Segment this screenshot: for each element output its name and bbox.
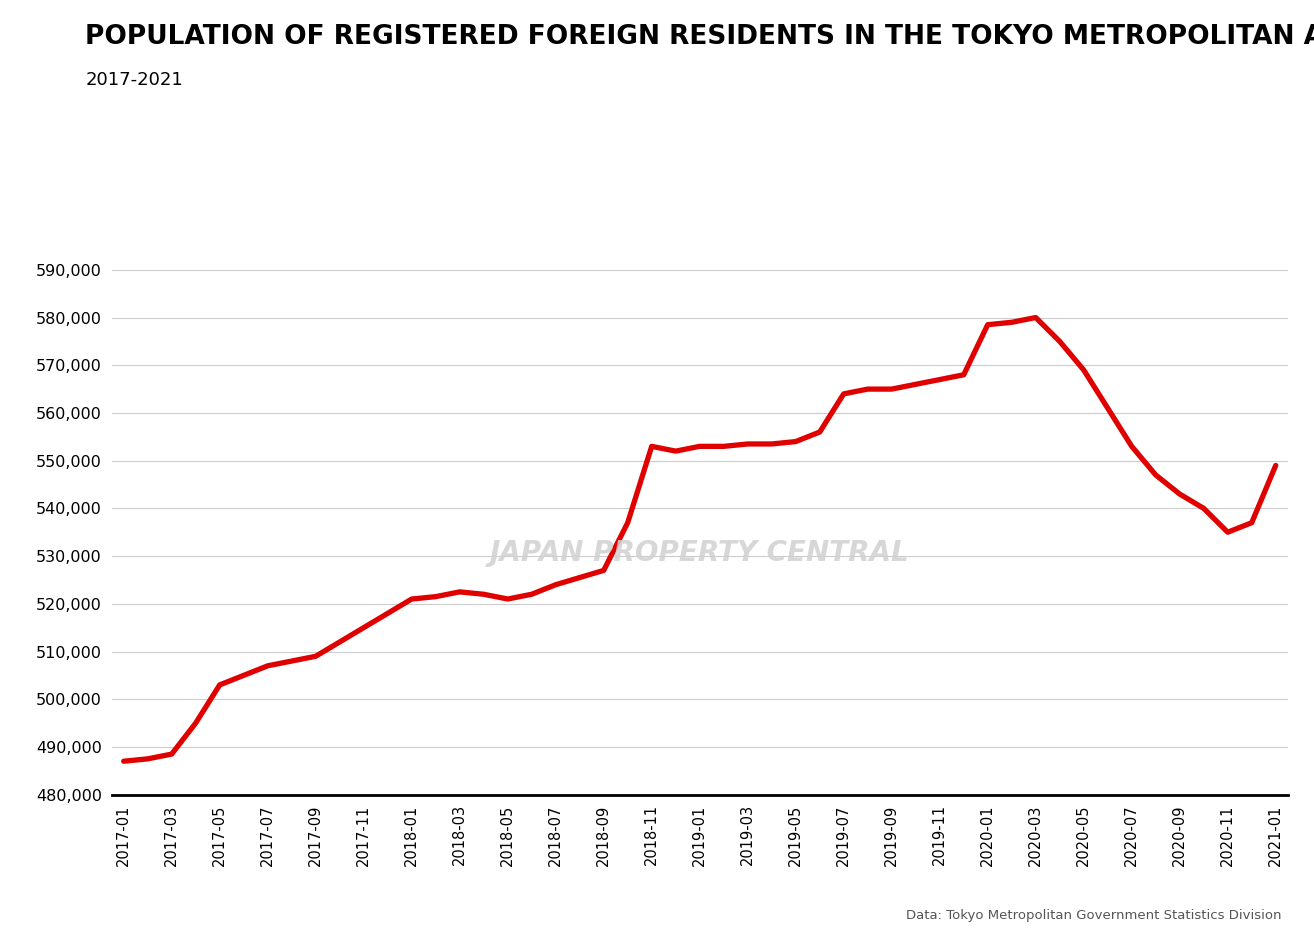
Text: 2017-2021: 2017-2021 bbox=[85, 71, 183, 89]
Text: Data: Tokyo Metropolitan Government Statistics Division: Data: Tokyo Metropolitan Government Stat… bbox=[905, 909, 1281, 922]
Text: POPULATION OF REGISTERED FOREIGN RESIDENTS IN THE TOKYO METROPOLITAN AREA: POPULATION OF REGISTERED FOREIGN RESIDEN… bbox=[85, 24, 1314, 49]
Text: JAPAN PROPERTY CENTRAL: JAPAN PROPERTY CENTRAL bbox=[490, 539, 909, 568]
